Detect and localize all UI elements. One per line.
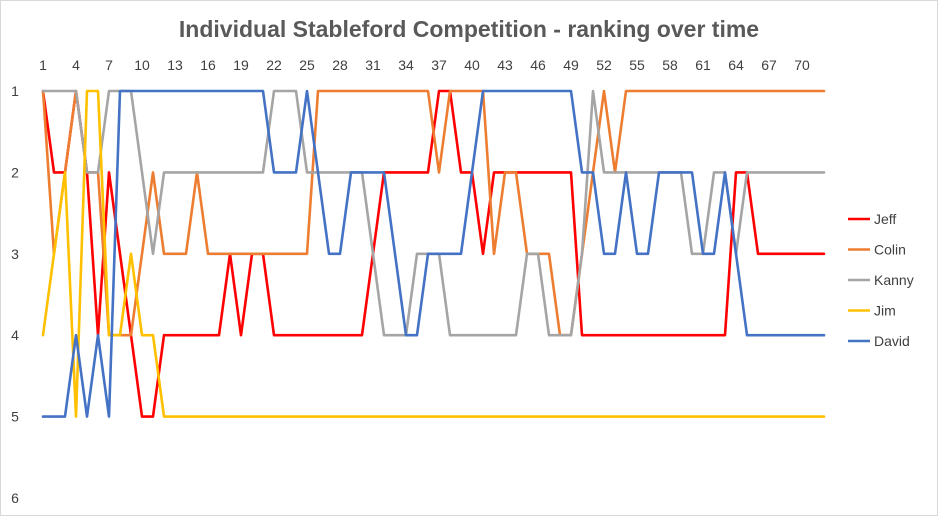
x-tick-label: 22 bbox=[266, 57, 282, 73]
x-tick-label: 55 bbox=[629, 57, 645, 73]
x-tick-label: 31 bbox=[365, 57, 381, 73]
x-tick-label: 43 bbox=[497, 57, 513, 73]
x-tick-label: 67 bbox=[761, 57, 777, 73]
y-tick-label: 3 bbox=[11, 246, 19, 262]
x-tick-label: 70 bbox=[794, 57, 810, 73]
y-tick-label: 4 bbox=[11, 327, 19, 343]
x-tick-label: 40 bbox=[464, 57, 480, 73]
x-axis-tick-labels: 1 4 7 10 13 16 19 22 25 28 31 34 37 40 43 46 49 52 55 58 61 6… bbox=[39, 57, 810, 73]
chart-title: Individual Stableford Competition - rank… bbox=[179, 16, 759, 42]
x-tick-label: 4 bbox=[72, 57, 80, 73]
x-tick-label: 25 bbox=[299, 57, 315, 73]
x-tick-label: 28 bbox=[332, 57, 348, 73]
x-tick-label: 64 bbox=[728, 57, 744, 73]
y-tick-label: 5 bbox=[11, 409, 19, 425]
x-tick-label: 1 bbox=[39, 57, 47, 73]
x-tick-label: 7 bbox=[105, 57, 113, 73]
y-tick-label: 6 bbox=[11, 490, 19, 506]
x-tick-label: 34 bbox=[398, 57, 414, 73]
legend-label-jim: Jim bbox=[874, 303, 896, 319]
legend-label-kanny: Kanny bbox=[874, 272, 914, 288]
x-tick-label: 37 bbox=[431, 57, 447, 73]
y-axis-tick-labels: 1 2 3 4 5 6 bbox=[11, 83, 19, 506]
legend-label-david: David bbox=[874, 333, 910, 349]
x-tick-label: 52 bbox=[596, 57, 612, 73]
x-tick-label: 46 bbox=[530, 57, 546, 73]
x-tick-label: 49 bbox=[563, 57, 579, 73]
x-tick-label: 61 bbox=[695, 57, 711, 73]
series-line-colin bbox=[41, 89, 826, 337]
x-tick-label: 16 bbox=[200, 57, 216, 73]
series-lines bbox=[41, 89, 826, 418]
legend-label-jeff: Jeff bbox=[874, 211, 896, 227]
legend: Jeff Colin Kanny Jim David bbox=[848, 211, 914, 349]
legend-label-colin: Colin bbox=[874, 242, 906, 258]
y-tick-label: 1 bbox=[11, 83, 19, 99]
x-tick-label: 58 bbox=[662, 57, 678, 73]
x-tick-label: 13 bbox=[167, 57, 183, 73]
x-tick-label: 19 bbox=[233, 57, 249, 73]
series-line-jim bbox=[41, 89, 826, 418]
y-tick-label: 2 bbox=[11, 164, 19, 180]
x-tick-label: 10 bbox=[134, 57, 150, 73]
series-line-david bbox=[41, 89, 826, 418]
